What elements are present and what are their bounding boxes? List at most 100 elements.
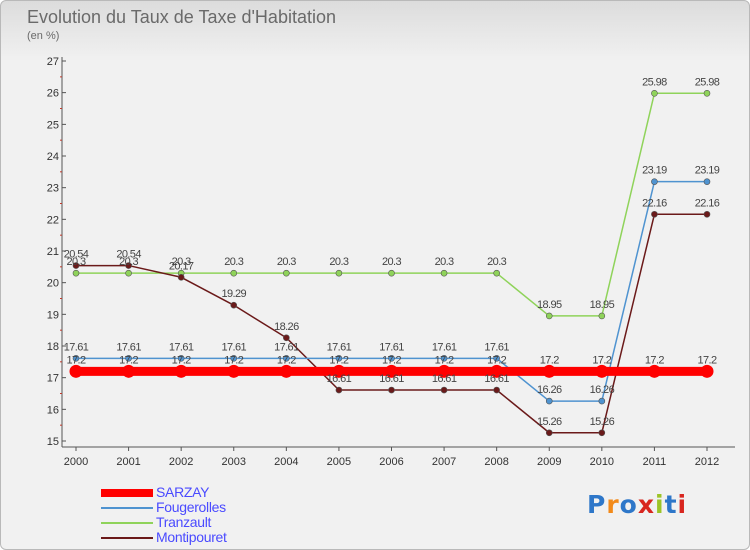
x-tick-label: 2004 [274,456,298,468]
data-label: 20.3 [435,256,454,268]
chart-title: Evolution du Taux de Taxe d'Habitation [27,7,336,27]
data-point [545,429,553,437]
data-label: 17.2 [172,354,191,366]
data-point [283,334,290,342]
data-point [545,312,553,320]
legend-swatch [101,522,153,524]
data-label: 16.61 [484,373,509,385]
data-point [335,269,343,277]
data-point [230,301,238,309]
data-point [332,364,346,378]
data-label: 17.2 [487,354,506,366]
data-label: 20.3 [329,256,348,268]
data-point [700,364,714,378]
logo-letter: r [606,490,620,519]
data-point [385,364,398,378]
data-label: 17.61 [274,341,299,353]
x-tick-label: 2011 [643,456,667,468]
data-label: 20.3 [277,256,296,268]
data-label: 20.3 [66,256,85,268]
y-unit-label: (en %) [27,30,60,42]
series-line [75,213,708,434]
series-tranzault [72,90,711,320]
data-point [283,269,290,277]
data-label: 17.61 [327,341,352,353]
data-point [493,269,500,277]
x-axis-ticks: 2000 2001 2002 2003 2004 2005 2006 2007 2008 2009… [64,447,719,468]
data-point [598,397,606,405]
data-point [651,178,658,185]
data-point [545,397,553,405]
data-point [490,364,504,378]
data-label: 20.54 [116,249,141,261]
data-label: 17.2 [329,354,348,366]
data-point [651,90,658,97]
data-labels: 17.2 17.2 17.2 17.2 17.2 17.2 17.2 17.2 17.2 17.2… [64,76,721,428]
data-label: 20.3 [224,256,243,268]
series-fougerolles [72,178,711,405]
logo-letter: P [587,490,607,519]
data-label: 17.61 [116,341,141,353]
data-label: 17.2 [435,354,454,366]
y-tick-label: 17 [47,373,59,385]
data-label: 17.2 [224,354,243,366]
data-label: 17.61 [221,341,246,353]
data-label: 25.98 [695,76,720,88]
data-point [595,364,609,378]
x-tick-label: 2003 [222,456,246,468]
data-label: 17.61 [484,341,509,353]
data-label: 17.61 [64,341,89,353]
data-point [335,386,343,394]
data-point [388,269,395,277]
legend-label: Fougerolles [156,499,226,515]
x-tick-label: 2001 [116,456,140,468]
x-tick-label: 2008 [484,456,508,468]
data-point [542,364,556,378]
logo-letter: i [677,490,688,519]
data-label: 16.61 [432,373,457,385]
data-point [122,364,136,378]
data-point [437,364,451,378]
data-point [388,355,395,362]
y-tick-label: 22 [47,214,59,226]
data-label: 22.16 [695,197,720,209]
data-label: 16.61 [379,373,404,385]
y-tick-label: 26 [47,88,59,100]
data-point [440,269,448,277]
legend-swatch [101,489,153,497]
logo-letter: x [637,490,655,519]
x-tick-label: 2009 [537,456,561,468]
data-point [125,269,132,277]
data-point [230,269,238,277]
data-point [125,262,132,269]
data-label: 17.2 [540,354,559,366]
data-label: 18.95 [590,299,615,311]
data-point [283,355,290,362]
legend-swatch [101,537,153,539]
data-point [69,364,83,378]
data-label: 20.3 [119,256,138,268]
data-point [440,386,448,394]
data-label: 18.95 [537,299,562,311]
data-label: 15.26 [590,416,615,428]
data-label: 20.3 [172,256,191,268]
logo-letter: i [655,490,665,519]
x-tick-label: 2007 [432,456,456,468]
y-tick-label: 15 [47,436,59,448]
logo-letter: t [664,490,678,519]
data-point [703,90,711,97]
data-point [279,364,293,378]
series-montipouret [72,210,711,437]
data-point [651,210,658,218]
data-label: 17.2 [277,354,296,366]
data-label: 17.61 [379,341,404,353]
axes [61,57,735,448]
data-label: 22.16 [642,197,667,209]
y-tick-label: 20 [47,278,59,290]
data-label: 23.19 [642,165,667,177]
y-tick-label: 19 [47,309,59,321]
data-label: 20.54 [64,249,89,261]
data-point [125,355,132,362]
series-layer [69,90,714,437]
legend-swatch [101,507,153,509]
